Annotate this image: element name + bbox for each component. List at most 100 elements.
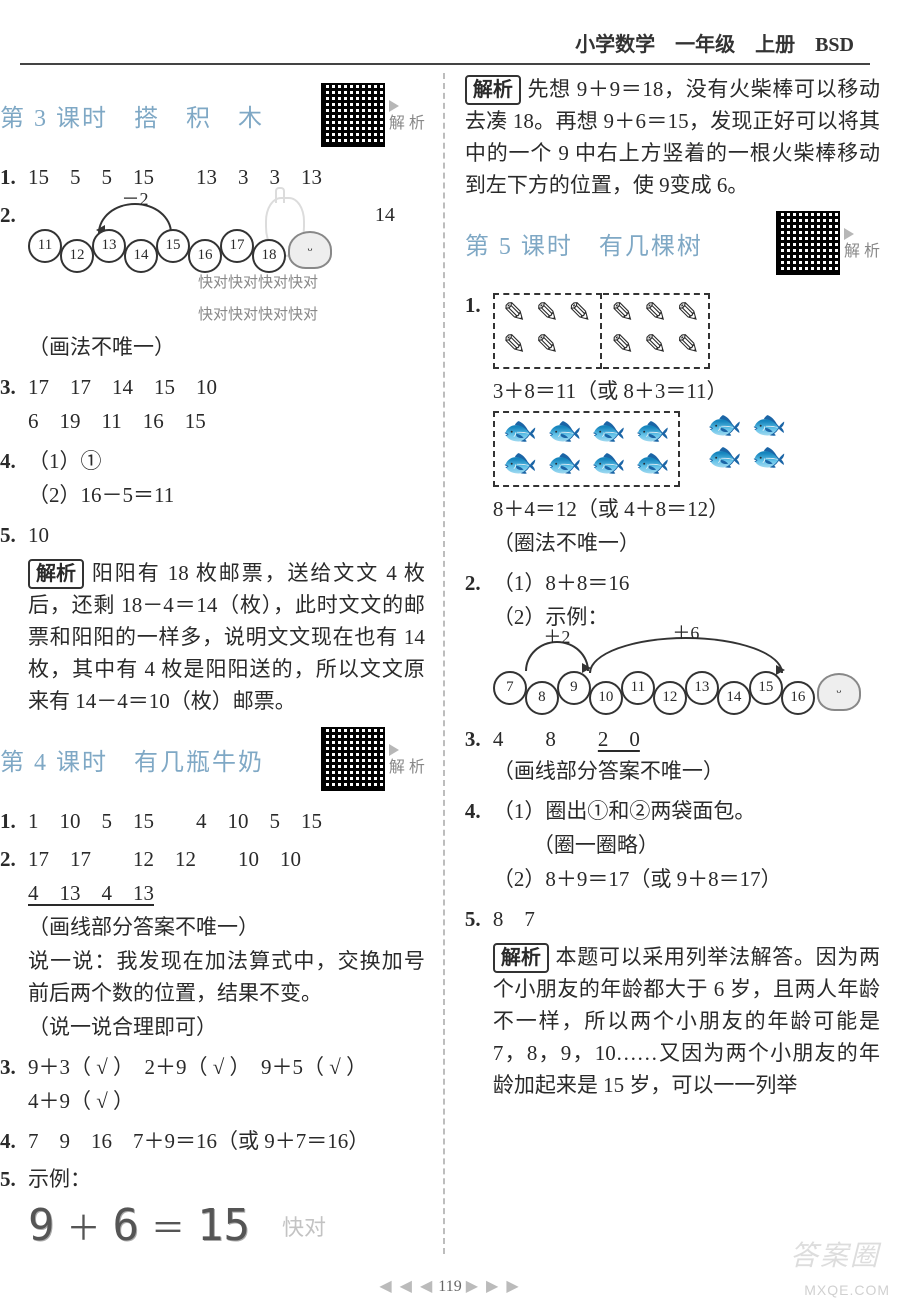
bead: 16 (188, 239, 222, 273)
fish-icon: 🐟 (707, 443, 742, 473)
page-footer: ◀ ◀ ◀ 119 ▶ ▶ ▶ (0, 1276, 900, 1296)
s4-q5-matches: 9 ＋ 6 ＝ 15 快对 (0, 1201, 425, 1250)
s3-numberline: －2 14 1112131415161718ᴗ (28, 203, 425, 273)
s4-q4: 4. 7 9 16 7＋9＝16（或 9＋7＝16） (0, 1125, 425, 1157)
caterpillar-head-icon: ᴗ (288, 231, 332, 269)
qr-wrap-3: 解 析 (321, 83, 425, 147)
bead: 15 (156, 229, 190, 263)
bead: 18 (252, 239, 286, 273)
s4-q1-body: 1 10 5 15 4 10 5 15 (28, 805, 425, 837)
s3-q4-l1: （1）① (28, 445, 425, 477)
item-number: 1. (0, 805, 28, 837)
analysis-tag: 解析 (493, 943, 549, 973)
item-number: 5. (465, 903, 493, 935)
s5-q2: 2. （1）8＋8＝16 （2）示例： ＋2 ＋6 78910111213141 (465, 567, 880, 717)
watermark-site: MXQE.COM (804, 1282, 890, 1298)
header-rule (20, 63, 870, 65)
header-edition: BSD (815, 34, 854, 56)
bead: 7 (493, 671, 527, 705)
section-3-title: 第 3 课时 搭 积 木 (0, 98, 321, 133)
left-column: 第 3 课时 搭 积 木 解 析 1. 15 5 5 15 13 3 3 13 … (0, 73, 435, 1254)
s5-q4-body: （1）圈出①和②两袋面包。 （圈一圈略） （2）8＋9＝17（或 9＋8＝17） (493, 795, 880, 897)
s3-q3: 3. 17 17 14 15 10 6 19 11 16 15 (0, 371, 425, 439)
fish-icon: 🐟 (547, 449, 582, 479)
item-number: 4. (0, 445, 28, 477)
item-number: 5. (0, 519, 28, 551)
s3-q3-l2: 6 19 11 16 15 (28, 405, 425, 437)
caterpillar-head-icon: ᴗ (817, 673, 861, 711)
arc-label-p6: ＋6 (591, 617, 781, 649)
s3-q2-right: 14 (375, 199, 395, 231)
fish-icon: 🐟 (503, 449, 538, 479)
s4-q2-paren: （画线部分答案不唯一） (28, 911, 425, 943)
section-5-title-row: 第 5 课时 有几棵树 解 析 (465, 211, 880, 275)
s4-q2-top: 17 17 12 12 10 10 (28, 843, 425, 875)
fish-visual: 🐟 🐟 🐟 🐟 🐟 🐟 🐟 🐟 🐟 🐟 🐟 (493, 411, 880, 487)
s3-q5-analysis: 解析阳阳有 18 枚邮票，送给文文 4 枚后，还剩 18－4＝14（枚），此时文… (0, 557, 425, 717)
arc-plus2: ＋2 (525, 641, 589, 671)
analysis-tag: 解析 (28, 559, 84, 589)
pencils-visual: ✎ ✎ ✎ ✎ ✎ ✎ ✎ ✎ ✎ ✎ ✎ (493, 293, 880, 369)
play-icon (389, 100, 399, 112)
qr-code-icon[interactable] (321, 83, 385, 147)
match-digit-b: 6 (113, 1204, 140, 1248)
s4-q2-body: 17 17 12 12 10 10 4 13 4 13 （画线部分答案不唯一） … (28, 843, 425, 1045)
s5-q3-vals: 4 8 (493, 727, 598, 751)
qr-label-3: 解 析 (389, 97, 425, 133)
s3-q4-body: （1）① （2）16－5＝11 (28, 445, 425, 513)
s3-q5-analysis-text: 阳阳有 18 枚邮票，送给文文 4 枚后，还剩 18－4＝14（枚），此时文文的… (28, 561, 425, 713)
bead: 14 (124, 239, 158, 273)
s4-q3: 3. 9＋3（ √ ） 2＋9（ √ ） 9＋5（ √ ） 4＋9（ √ ） (0, 1051, 425, 1119)
fish-icon: 🐟 (635, 449, 670, 479)
item-number: 2. (0, 199, 28, 231)
section-5-title: 第 5 课时 有几棵树 (465, 226, 776, 261)
pencil-icon: ✎ (611, 331, 634, 361)
qr-code-icon[interactable] (776, 211, 840, 275)
bead: 14 (717, 681, 751, 715)
bead: 16 (781, 681, 815, 715)
page-header: 小学数学 一年级 上册 BSD (0, 20, 890, 61)
qr-code-icon[interactable] (321, 727, 385, 791)
s5-q4-l1: （1）圈出①和②两袋面包。 (493, 795, 880, 827)
pencil-icon: ✎ (676, 299, 699, 329)
s3-q2-paren: （画法不唯一） (28, 331, 425, 363)
fish-group-1: 🐟 🐟 🐟 🐟 🐟 🐟 🐟 🐟 (493, 411, 680, 487)
fish-icon: 🐟 (751, 411, 786, 441)
play-icon (844, 228, 854, 240)
fish-icon: 🐟 (707, 411, 742, 441)
pencil-icon: ✎ (568, 299, 591, 329)
analysis-tag: 解析 (465, 75, 521, 105)
header-grade: 一年级 (675, 34, 735, 56)
s5-q2-l1: （1）8＋8＝16 (493, 567, 880, 599)
section-3-title-row: 第 3 课时 搭 积 木 解 析 (0, 83, 425, 147)
s4-q3-body: 9＋3（ √ ） 2＋9（ √ ） 9＋5（ √ ） 4＋9（ √ ） (28, 1051, 425, 1119)
match-digit-a: 9 (28, 1204, 55, 1248)
s5-q2-body: （1）8＋8＝16 （2）示例： ＋2 ＋6 78910111213141516… (493, 567, 880, 717)
bead: 13 (92, 229, 126, 263)
section-4-title: 第 4 课时 有几瓶牛奶 (0, 742, 321, 777)
match-op-eq: ＝ (151, 1201, 185, 1250)
bead: 9 (557, 671, 591, 705)
fish-icon: 🐟 (635, 417, 670, 447)
footer-tri-right: ▶ ▶ ▶ (466, 1278, 521, 1295)
pencil-group-2: ✎ ✎ ✎ ✎ ✎ ✎ (603, 293, 710, 369)
fish-icon: 🐟 (547, 417, 582, 447)
section-4-title-row: 第 4 课时 有几瓶牛奶 解 析 (0, 727, 425, 791)
s4-top-analysis-text: 先想 9＋9＝18，没有火柴棒可以移动去凑 18。再想 9＋6＝15，发现正好可… (465, 77, 880, 197)
s3-q2-body: －2 14 1112131415161718ᴗ 快对快对快对快对 快对快对快对快… (28, 199, 425, 365)
arc-plus6: ＋6 (589, 637, 783, 673)
s5-q3: 3. 4 8 2 0 （画线部分答案不唯一） (465, 723, 880, 789)
fish-icon: 🐟 (503, 417, 538, 447)
s4-q5: 5. 示例： (0, 1163, 425, 1195)
watermark-kd-2: 快对快对快对快对 (198, 299, 425, 331)
bead: 11 (28, 229, 62, 263)
bead: 15 (749, 671, 783, 705)
s5-q3-under: 2 0 (598, 727, 640, 751)
s3-q2: 2. －2 14 1112131415161718ᴗ 快对快对快对快对 快对快对… (0, 199, 425, 365)
bead: 17 (220, 229, 254, 263)
pencil-icon: ✎ (503, 299, 526, 329)
header-volume: 上册 (755, 34, 795, 56)
s5-q4-l1b: （圈一圈略） (493, 829, 880, 861)
s4-q2-say-paren: （说一说合理即可） (28, 1011, 425, 1043)
s4-q2-under: 4 13 4 13 (28, 881, 154, 905)
